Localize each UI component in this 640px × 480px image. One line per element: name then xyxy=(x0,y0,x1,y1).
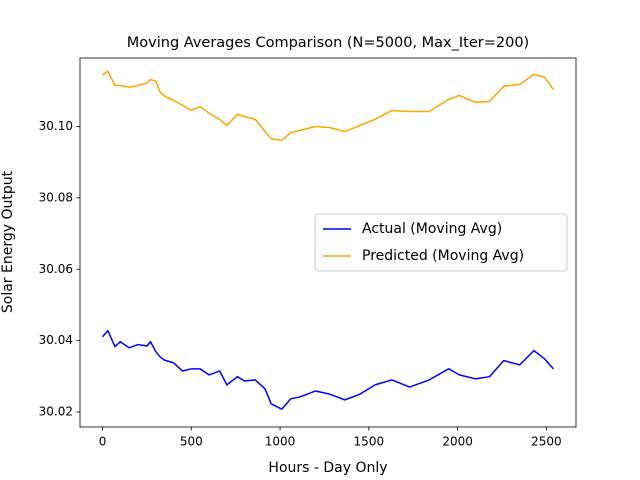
x-tick-label: 500 xyxy=(180,435,203,449)
x-tick-label: 2000 xyxy=(442,435,473,449)
y-tick-label: 30.06 xyxy=(39,262,73,276)
x-tick-label: 1000 xyxy=(265,435,296,449)
y-tick-label: 30.08 xyxy=(39,190,73,204)
legend-box xyxy=(314,213,568,272)
legend-label: Predicted (Moving Avg) xyxy=(362,248,524,264)
y-axis-label: Solar Energy Output xyxy=(0,170,16,313)
y-tick-label: 30.10 xyxy=(39,119,73,133)
axes-frame xyxy=(79,57,577,428)
y-tick-label: 30.04 xyxy=(39,333,73,347)
data-line xyxy=(101,329,555,410)
x-tick-label: 2500 xyxy=(531,435,562,449)
x-tick-label: 0 xyxy=(99,435,107,449)
y-tick-label: 30.02 xyxy=(39,405,73,419)
chart-title: Moving Averages Comparison (N=5000, Max_… xyxy=(127,35,529,51)
legend-label: Actual (Moving Avg) xyxy=(362,221,502,237)
legend: Actual (Moving Avg) Predicted (Moving Avg… xyxy=(314,213,568,272)
data-line xyxy=(102,70,555,142)
x-axis-label: Hours - Day Only xyxy=(268,460,387,476)
x-tick-label: 1500 xyxy=(354,435,385,449)
